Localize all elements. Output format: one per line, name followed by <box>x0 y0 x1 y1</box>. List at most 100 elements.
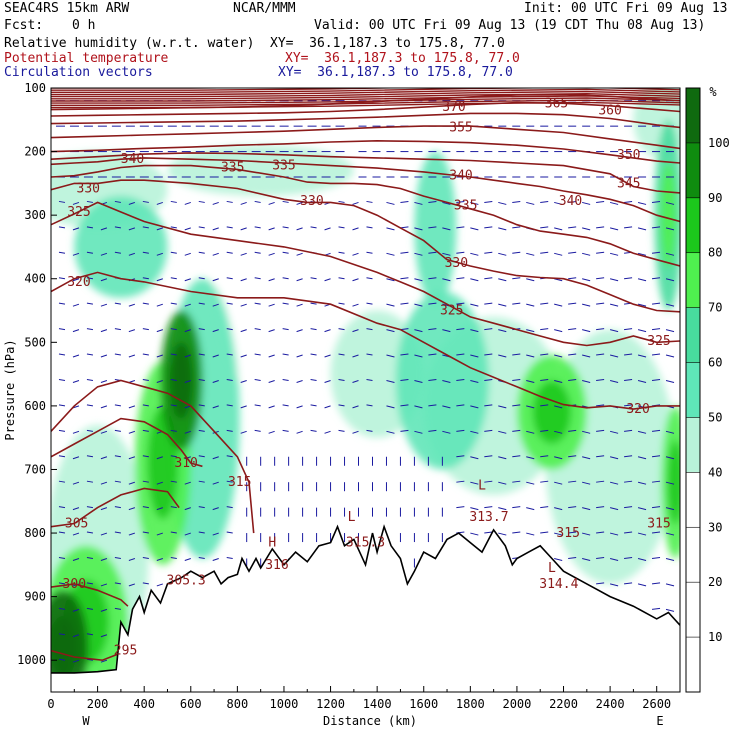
x-tick-label: 2000 <box>502 697 531 711</box>
vector-arrow <box>582 481 591 485</box>
vector-arrow <box>366 429 373 432</box>
vector-arrow <box>296 329 303 333</box>
west-label: W <box>82 714 90 728</box>
vector-arrow <box>240 278 247 282</box>
vector-arrow <box>100 354 108 358</box>
theta-contour-upper <box>51 88 267 89</box>
vector-arrow <box>665 608 675 612</box>
vector-arrow <box>540 429 549 432</box>
vector-arrow <box>624 556 633 559</box>
vector-arrow <box>296 354 303 358</box>
vector-arrow <box>665 201 675 205</box>
vector-arrow <box>596 353 605 356</box>
vector-arrow <box>582 379 591 383</box>
vector-arrow <box>526 303 535 307</box>
colorbar-segment <box>686 472 700 528</box>
vector-arrow <box>665 252 675 256</box>
model-title: SEAC4RS 15km ARW <box>4 1 130 16</box>
vector-arrow <box>484 251 493 254</box>
vector-arrow <box>338 200 345 203</box>
vector-arrow <box>114 353 121 356</box>
vector-arrow <box>352 430 359 434</box>
vector-arrow <box>596 404 605 407</box>
vector-arrow <box>100 227 108 231</box>
vector-arrow <box>400 277 409 280</box>
vector-arrow <box>609 227 619 231</box>
vector-arrow <box>170 480 177 483</box>
field-vectors-name: Circulation vectors <box>4 65 153 80</box>
vector-arrow <box>86 607 94 610</box>
center-label: NCAR/MMM <box>233 1 296 16</box>
vector-arrow <box>156 481 163 485</box>
vector-arrow <box>100 659 108 663</box>
vector-arrow <box>484 429 493 432</box>
contour-label: 330 <box>77 181 100 196</box>
vector-arrow <box>366 277 373 280</box>
vector-arrow <box>637 507 647 511</box>
fcst-label: Fcst: <box>4 18 44 33</box>
vector-arrow <box>470 405 479 409</box>
vector-arrow <box>568 328 577 331</box>
vector-arrow <box>498 481 507 485</box>
vector-arrow <box>498 507 507 511</box>
vector-arrow <box>651 353 661 356</box>
vector-arrow <box>338 277 345 280</box>
vector-arrow <box>72 481 80 485</box>
vector-arrow <box>470 532 479 536</box>
vector-arrow <box>240 227 247 231</box>
vector-arrow <box>386 379 395 383</box>
vector-arrow <box>100 456 108 460</box>
contour-label: 335 <box>272 159 295 174</box>
vector-arrow <box>296 405 303 409</box>
vector-arrow <box>470 252 479 256</box>
vector-arrow <box>637 329 647 333</box>
vector-arrow <box>58 455 66 458</box>
y-tick-label: 700 <box>24 462 46 476</box>
vector-arrow <box>128 507 136 511</box>
colorbar-segment <box>686 527 700 583</box>
vector-arrow <box>198 277 205 280</box>
vector-arrow <box>324 354 331 358</box>
vector-arrow <box>624 531 633 534</box>
vector-arrow <box>665 303 675 307</box>
vector-arrow <box>512 480 521 483</box>
vector-arrow <box>114 251 121 254</box>
vector-arrow <box>114 556 121 559</box>
vector-arrow <box>184 379 191 383</box>
vector-arrow <box>114 531 121 534</box>
vector-arrow <box>540 480 549 483</box>
vector-arrow <box>51 583 52 585</box>
vector-arrow <box>310 429 317 432</box>
vector-arrow <box>128 227 136 231</box>
vector-arrow <box>72 430 80 434</box>
vector-arrow <box>58 531 66 534</box>
vector-arrow <box>282 404 289 407</box>
vector-arrow <box>254 277 261 280</box>
vector-arrow <box>51 329 52 331</box>
vector-arrow <box>456 480 465 483</box>
vector-arrow <box>540 226 549 229</box>
contour-label: 316 <box>265 558 288 573</box>
colorbar-label: 40 <box>708 465 722 479</box>
vector-arrow <box>609 201 619 205</box>
vector-arrow <box>212 227 219 231</box>
vector-arrow <box>338 404 345 407</box>
vector-arrow <box>428 200 437 203</box>
contour-label: 295 <box>114 644 137 659</box>
vector-arrow <box>609 583 619 587</box>
colorbar-segment <box>686 637 700 692</box>
vector-arrow <box>226 328 233 331</box>
vector-arrow <box>184 532 191 536</box>
vector-arrow <box>665 481 675 485</box>
vector-arrow <box>86 251 94 254</box>
vector-arrow <box>665 329 675 333</box>
vector-arrow <box>414 354 423 358</box>
vector-arrow <box>596 480 605 483</box>
vector-arrow <box>442 201 451 205</box>
vector-arrow <box>568 455 577 458</box>
vector-arrow <box>156 303 163 307</box>
vector-arrow <box>526 456 535 460</box>
vector-arrow <box>386 405 395 409</box>
vector-arrow <box>86 378 94 381</box>
vector-arrow <box>582 303 591 307</box>
